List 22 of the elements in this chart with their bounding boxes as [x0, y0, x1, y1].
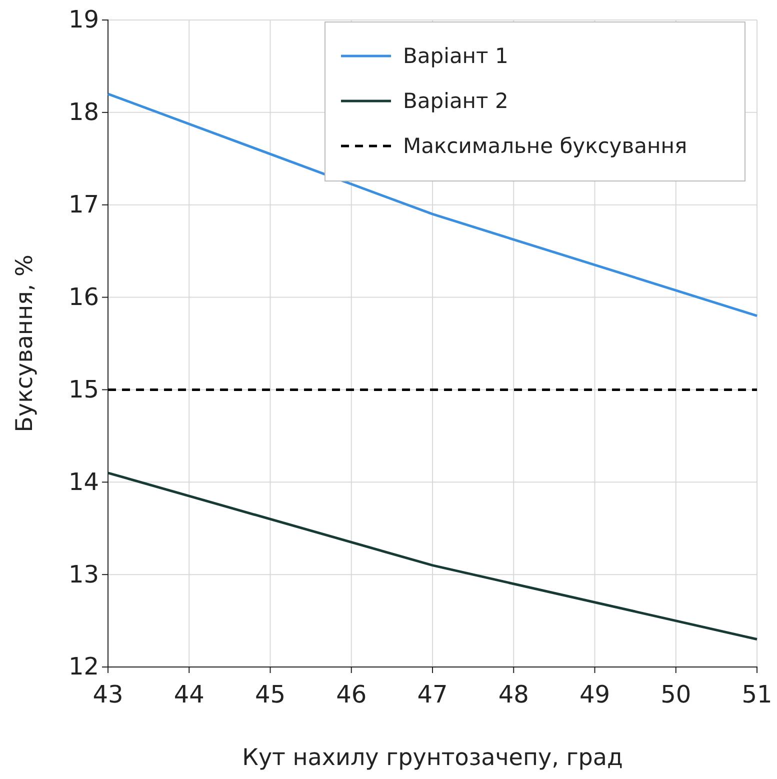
- y-tick-label: 19: [68, 6, 99, 34]
- x-tick-label: 49: [579, 680, 610, 708]
- y-tick-label: 18: [68, 98, 99, 126]
- x-tick-label: 43: [92, 680, 124, 708]
- legend-label: Варіант 1: [403, 44, 508, 68]
- y-tick-label: 13: [68, 560, 99, 588]
- x-tick-label: 46: [336, 680, 367, 708]
- x-tick-label: 48: [498, 680, 529, 708]
- x-tick-label: 45: [254, 680, 286, 708]
- legend-label: Максимальне буксування: [403, 134, 688, 158]
- x-tick-label: 51: [742, 680, 772, 708]
- x-axis-title: Кут нахилу грунтозачепу, град: [242, 745, 623, 771]
- y-axis-title: Буксування, %: [12, 254, 38, 432]
- y-tick-label: 16: [68, 282, 99, 311]
- x-tick-label: 44: [174, 680, 204, 708]
- y-tick-label: 15: [68, 375, 99, 404]
- x-tick-label: 47: [417, 680, 448, 708]
- x-tick-label: 50: [660, 680, 692, 708]
- legend-label: Варіант 2: [403, 89, 508, 113]
- y-tick-label: 14: [68, 468, 99, 496]
- y-tick-label: 17: [68, 190, 99, 219]
- y-tick-label: 12: [68, 652, 99, 681]
